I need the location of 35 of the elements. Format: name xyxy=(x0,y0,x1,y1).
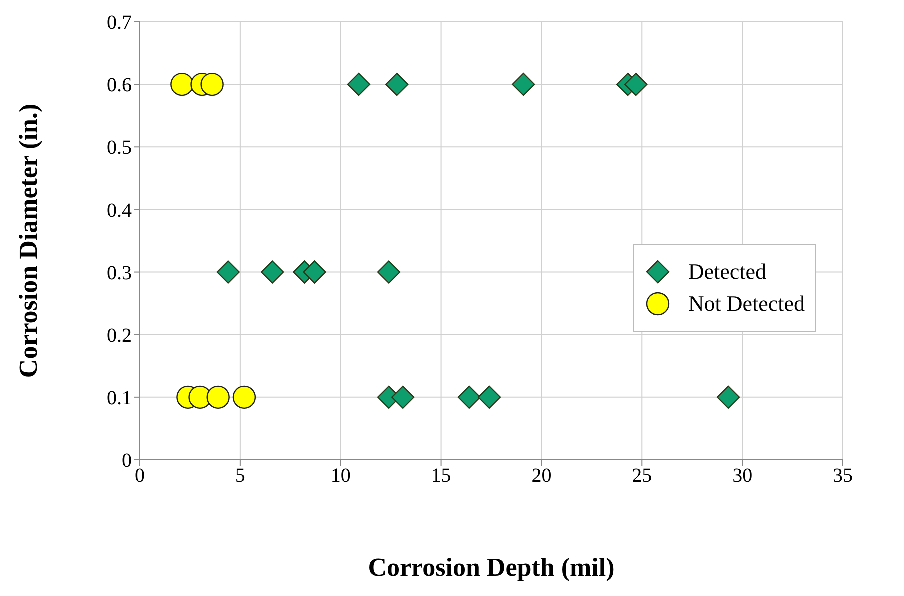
y-tick-label: 0.3 xyxy=(107,262,132,284)
point xyxy=(303,260,326,284)
legend-label: Not Detected xyxy=(688,291,805,317)
x-tick-label: 35 xyxy=(833,465,853,488)
x-axis-title: Corrosion Depth (mil) xyxy=(368,553,615,582)
point xyxy=(385,72,409,96)
point xyxy=(478,386,502,410)
point xyxy=(458,386,482,410)
x-tick-label: 25 xyxy=(632,465,652,488)
y-tick-label: 0.5 xyxy=(107,137,132,160)
point xyxy=(377,260,401,284)
y-axis-title: Corrosion Diameter (in.) xyxy=(14,104,44,378)
y-tick-label: 0 xyxy=(122,450,132,472)
point xyxy=(216,260,240,284)
point xyxy=(232,386,256,410)
y-tick-label: 0.2 xyxy=(107,324,132,347)
legend-label: Detected xyxy=(688,259,766,285)
y-tick-label: 0.1 xyxy=(107,388,132,410)
point xyxy=(347,72,371,96)
point xyxy=(716,386,740,410)
y-tick-label: 0.6 xyxy=(107,74,132,97)
y-tick-label: 0.4 xyxy=(107,200,132,222)
point xyxy=(170,72,194,96)
x-tick-label: 30 xyxy=(732,465,753,488)
x-tick-label: 15 xyxy=(431,465,452,488)
x-tick-label: 10 xyxy=(330,465,351,488)
point xyxy=(206,386,230,410)
point xyxy=(624,72,648,96)
y-tick-label: 0.7 xyxy=(107,12,132,34)
point xyxy=(512,72,536,96)
x-tick-label: 5 xyxy=(235,465,246,488)
point xyxy=(260,260,284,284)
point xyxy=(200,72,224,96)
point xyxy=(392,386,415,410)
x-tick-label: 20 xyxy=(532,465,552,488)
